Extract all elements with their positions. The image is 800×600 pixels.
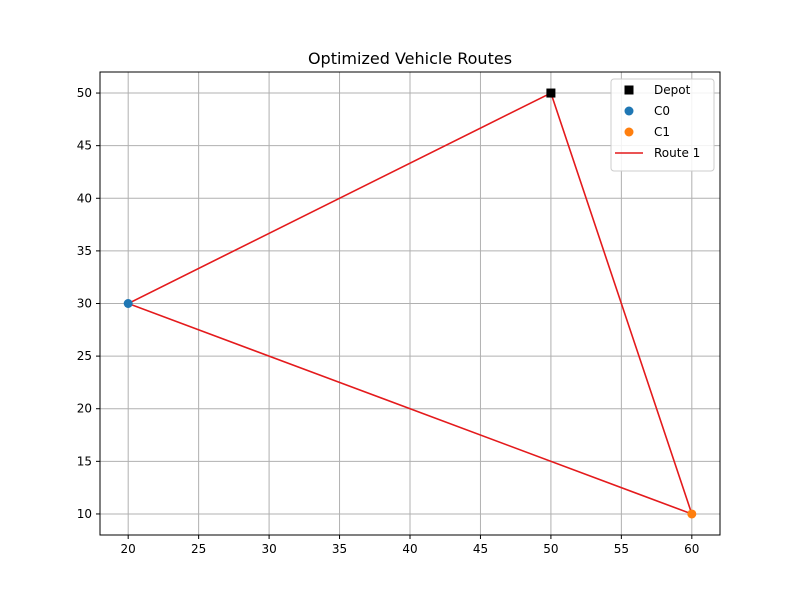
route-line <box>126 92 694 516</box>
legend-label: Depot <box>654 83 691 97</box>
legend: Depot C0 C1 Route 1 <box>610 78 715 172</box>
y-tick-label: 25 <box>77 349 92 363</box>
customer-marker-c1 <box>687 509 697 519</box>
legend-box <box>610 78 715 172</box>
x-tick-label: 35 <box>332 542 347 556</box>
x-tick-label: 30 <box>261 542 276 556</box>
chart-title: Optimized Vehicle Routes <box>308 49 512 68</box>
legend-swatch <box>624 127 634 137</box>
legend-label: Route 1 <box>654 146 700 160</box>
x-tick-label: 50 <box>543 542 558 556</box>
x-tick-label: 25 <box>191 542 206 556</box>
axis-ticks: 20 25 30 35 40 45 50 55 60 10 15 20 25 30 35 40 45 50 <box>77 86 700 556</box>
customer-marker-c0 <box>123 299 133 308</box>
y-tick-label: 20 <box>77 402 92 416</box>
data-points <box>123 88 697 519</box>
depot-marker <box>546 88 556 98</box>
route-lines <box>126 92 694 516</box>
x-tick-label: 60 <box>684 542 699 556</box>
y-tick-label: 50 <box>77 86 92 100</box>
x-tick-label: 20 <box>121 542 136 556</box>
legend-swatch <box>624 106 634 116</box>
grid-lines <box>100 72 720 535</box>
legend-label: C0 <box>654 104 670 118</box>
y-tick-label: 30 <box>77 297 92 311</box>
x-tick-label: 45 <box>473 542 488 556</box>
y-tick-label: 10 <box>77 507 92 521</box>
x-tick-label: 55 <box>614 542 629 556</box>
legend-swatch <box>624 85 634 95</box>
legend-label: C1 <box>654 125 670 139</box>
x-tick-label: 40 <box>402 542 417 556</box>
y-tick-label: 35 <box>77 244 92 258</box>
y-tick-label: 45 <box>77 139 92 153</box>
y-tick-label: 40 <box>77 191 92 205</box>
y-tick-label: 15 <box>77 454 92 468</box>
